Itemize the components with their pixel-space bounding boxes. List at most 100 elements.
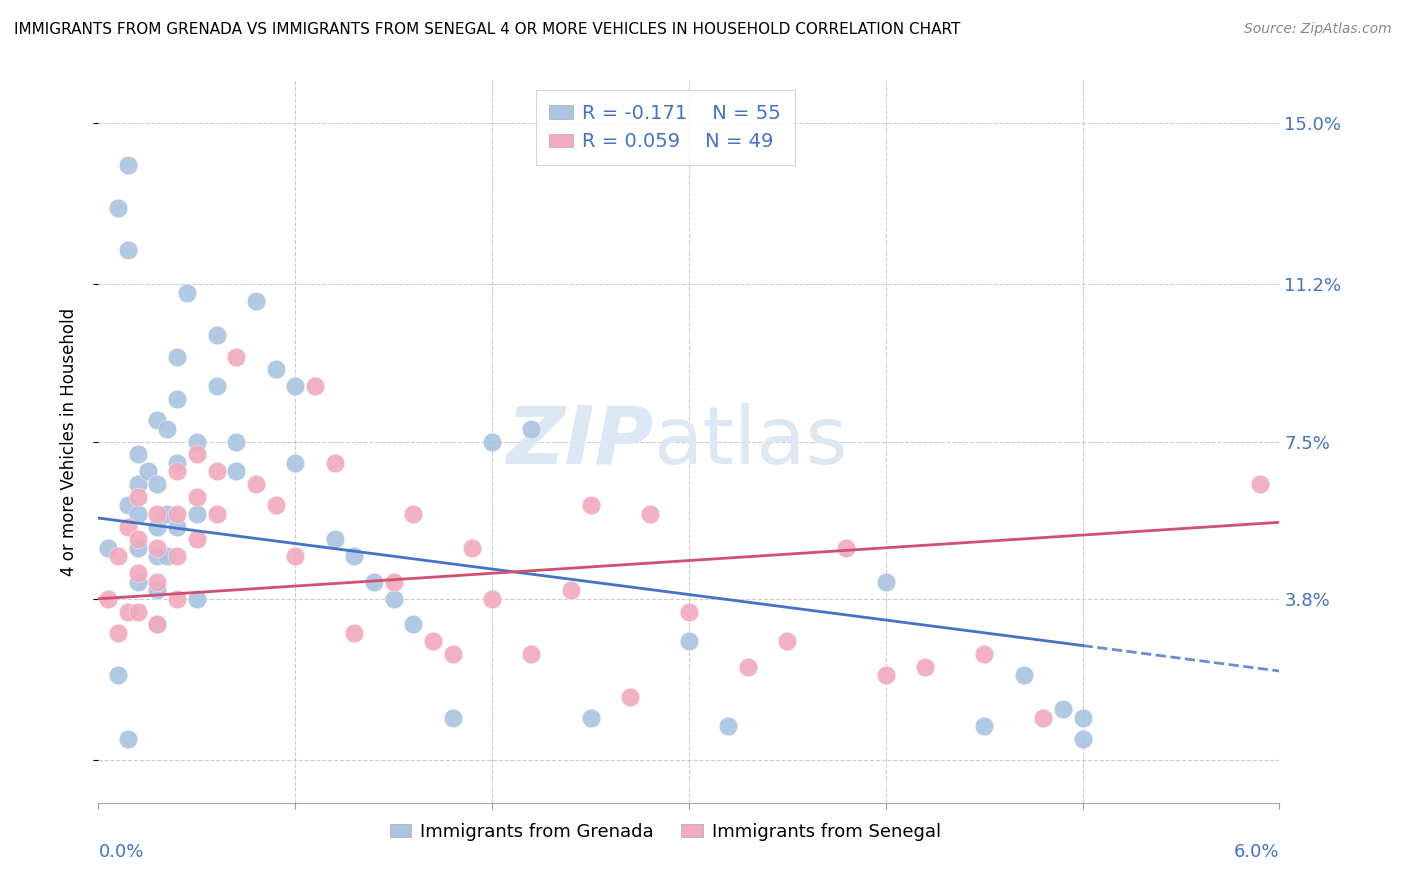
Point [1249,477,1271,491]
Point [117,498,139,512]
Point [186,490,208,504]
Point [1071,732,1094,747]
Point [186,507,208,521]
Point [284,456,307,470]
Point [638,507,661,521]
Point [186,434,208,449]
Point [205,379,228,393]
Point [127,507,149,521]
Point [156,507,179,521]
Point [225,434,247,449]
Point [1032,711,1054,725]
Point [107,201,129,215]
Point [225,464,247,478]
Point [422,634,444,648]
Point [776,634,799,648]
Text: 0.0%: 0.0% [98,843,143,861]
Point [156,549,179,564]
Point [166,507,188,521]
Point [127,447,149,461]
Point [166,456,188,470]
Point [127,566,149,581]
Point [97,591,120,606]
Point [520,647,543,661]
Point [186,447,208,461]
Point [973,719,995,733]
Point [166,464,188,478]
Point [186,533,208,547]
Point [914,660,936,674]
Point [127,541,149,555]
Point [579,498,602,512]
Text: ZIP: ZIP [506,402,654,481]
Point [717,719,740,733]
Point [146,519,169,533]
Point [560,583,582,598]
Point [284,379,307,393]
Point [323,456,346,470]
Y-axis label: 4 or more Vehicles in Household: 4 or more Vehicles in Household [59,308,77,575]
Point [205,328,228,343]
Point [678,634,700,648]
Point [156,422,179,436]
Point [205,464,228,478]
Point [1071,711,1094,725]
Point [127,490,149,504]
Point [107,625,129,640]
Point [146,507,169,521]
Point [127,605,149,619]
Point [166,549,188,564]
Point [146,617,169,632]
Text: 6.0%: 6.0% [1234,843,1279,861]
Point [245,477,267,491]
Point [107,668,129,682]
Point [146,549,169,564]
Point [136,464,159,478]
Point [225,350,247,364]
Point [441,647,464,661]
Point [481,591,503,606]
Point [186,591,208,606]
Point [97,541,120,555]
Point [166,591,188,606]
Point [264,498,287,512]
Point [146,541,169,555]
Point [264,362,287,376]
Point [166,350,188,364]
Point [579,711,602,725]
Point [245,294,267,309]
Point [146,413,169,427]
Point [402,617,425,632]
Point [875,574,897,589]
Point [176,285,198,300]
Point [363,574,385,589]
Point [166,519,188,533]
Point [520,422,543,436]
Point [166,392,188,406]
Point [146,477,169,491]
Point [875,668,897,682]
Point [1052,702,1074,716]
Point [402,507,425,521]
Point [205,507,228,521]
Point [973,647,995,661]
Point [117,519,139,533]
Point [737,660,759,674]
Point [343,549,366,564]
Point [678,605,700,619]
Point [382,591,405,606]
Point [323,533,346,547]
Point [461,541,484,555]
Point [117,732,139,747]
Point [284,549,307,564]
Text: atlas: atlas [654,402,848,481]
Text: IMMIGRANTS FROM GRENADA VS IMMIGRANTS FROM SENEGAL 4 OR MORE VEHICLES IN HOUSEHO: IMMIGRANTS FROM GRENADA VS IMMIGRANTS FR… [14,22,960,37]
Point [343,625,366,640]
Point [127,477,149,491]
Point [127,574,149,589]
Point [117,158,139,172]
Point [382,574,405,589]
Legend: Immigrants from Grenada, Immigrants from Senegal: Immigrants from Grenada, Immigrants from… [382,815,948,848]
Point [1012,668,1035,682]
Point [146,617,169,632]
